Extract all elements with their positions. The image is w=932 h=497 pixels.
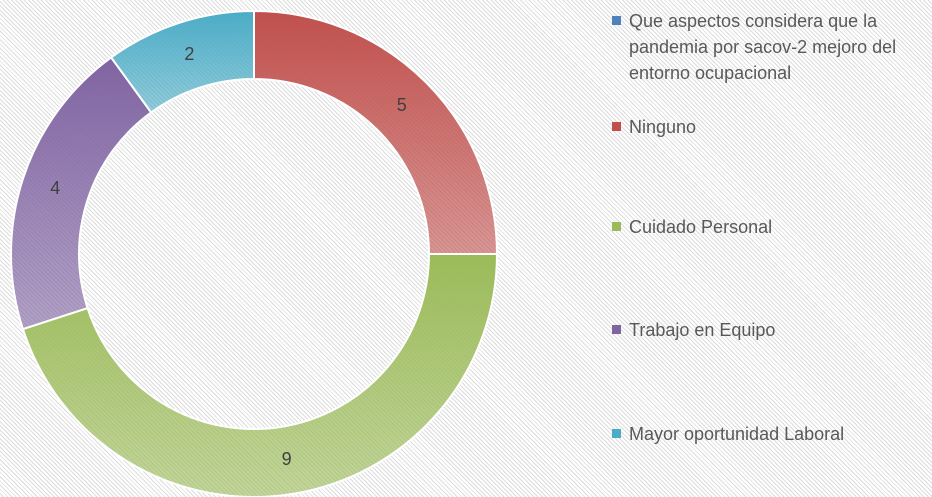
donut-area: 5 9 4 2: [10, 9, 499, 497]
legend-swatch: [612, 429, 621, 438]
legend-entry: Trabajo en Equipo: [612, 317, 930, 343]
legend-swatch: [612, 16, 621, 25]
donut-segment: [253, 9, 499, 255]
legend-label: Mayor oportunidad Laboral: [629, 424, 845, 444]
donut-segment: [109, 9, 255, 114]
legend-entry: Mayor oportunidad Laboral: [612, 421, 930, 447]
legend-swatch: [612, 222, 621, 231]
legend-label: Ninguno: [629, 117, 697, 137]
data-label: 4: [50, 178, 60, 198]
donut-segment: [10, 56, 153, 331]
donut-segment: [21, 253, 499, 497]
legend-entry: Que aspectos considera que la pandemia p…: [612, 8, 930, 86]
legend-entry: Ninguno: [612, 114, 930, 140]
legend-swatch: [612, 325, 621, 334]
data-label: 2: [184, 44, 194, 64]
legend-swatch: [612, 122, 621, 131]
legend-label: Que aspectos considera que la pandemia p…: [629, 11, 897, 83]
data-label: 9: [282, 449, 292, 469]
legend-label: Cuidado Personal: [629, 217, 773, 237]
data-label: 5: [397, 95, 407, 115]
legend-label: Trabajo en Equipo: [629, 320, 776, 340]
legend-entry: Cuidado Personal: [612, 214, 930, 240]
